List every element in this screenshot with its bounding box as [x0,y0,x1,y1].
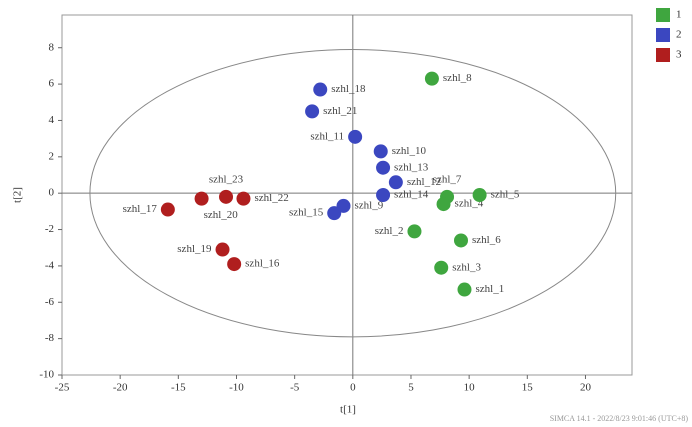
x-tick-label: -15 [171,382,186,394]
y-tick-label: 2 [49,150,55,162]
point [305,104,320,119]
y-tick-label: -2 [45,223,54,235]
point [376,188,391,202]
point [457,282,472,297]
point [227,257,242,272]
x-tick-label: 0 [350,382,356,394]
point [219,189,234,204]
point [436,197,451,212]
point-label: szhl_20 [204,209,239,221]
x-tick-label: -10 [229,382,244,394]
point-label: szhl_18 [331,83,366,95]
point-label: szhl_22 [254,192,288,204]
footer: SIMCA 14.1 - 2022/8/23 9:01:46 (UTC+8) [550,414,689,423]
y-tick-label: 4 [49,114,55,126]
y-axis-label: t[2] [12,187,24,203]
y-tick-label: -6 [45,296,55,308]
point-label: szhl_2 [375,225,404,237]
x-tick-label: 20 [580,382,592,394]
point [160,202,175,217]
x-axis-label: t[1] [340,404,356,416]
point-label: szhl_12 [407,176,441,188]
point-label: szhl_19 [177,243,212,255]
point-label: szhl_6 [472,234,501,246]
x-tick-label: 10 [464,382,476,394]
point-label: szhl_3 [452,261,481,273]
point-label: szhl_16 [245,258,280,270]
x-tick-label: -25 [55,382,70,394]
point-label: szhl_21 [323,105,357,117]
point [454,233,468,248]
point [434,260,449,275]
hotelling-ellipse [89,49,617,338]
point [472,188,487,202]
y-tick-label: -8 [45,332,55,344]
y-tick-label: 6 [49,78,55,90]
point [388,175,403,190]
legend-label: 3 [676,49,682,61]
point [215,242,230,257]
point-label: szhl_14 [394,189,429,201]
y-tick-label: 0 [49,187,55,199]
point-label: szhl_10 [392,145,427,157]
point [407,224,422,239]
point-label: szhl_15 [289,207,324,219]
point-label: szhl_1 [475,283,504,295]
point [327,206,342,221]
x-tick-label: 15 [522,382,534,394]
y-tick-label: -4 [45,259,55,271]
point [424,71,439,86]
point-label: szhl_17 [123,203,158,215]
legend-swatch [656,28,670,42]
point-label: szhl_23 [209,173,244,185]
plot-area [61,14,633,376]
x-tick-label: -5 [290,382,300,394]
point-label: szhl_7 [433,173,462,185]
legend-swatch [656,8,670,22]
point-label: szhl_8 [443,72,472,84]
point-label: szhl_11 [310,130,344,142]
y-tick-label: -10 [39,369,54,381]
x-tick-label: 5 [408,382,414,394]
point [373,144,388,159]
legend-swatch [656,48,670,62]
legend-label: 1 [676,9,682,21]
point-label: szhl_5 [491,189,520,201]
legend-label: 2 [676,29,682,41]
point [236,191,251,206]
point-label: szhl_9 [355,199,384,211]
point [376,160,391,175]
y-tick-label: 8 [49,41,55,53]
point-label: szhl_13 [394,161,429,173]
x-tick-label: -20 [113,382,128,394]
point [313,82,328,97]
point [194,191,209,206]
point [348,129,363,144]
